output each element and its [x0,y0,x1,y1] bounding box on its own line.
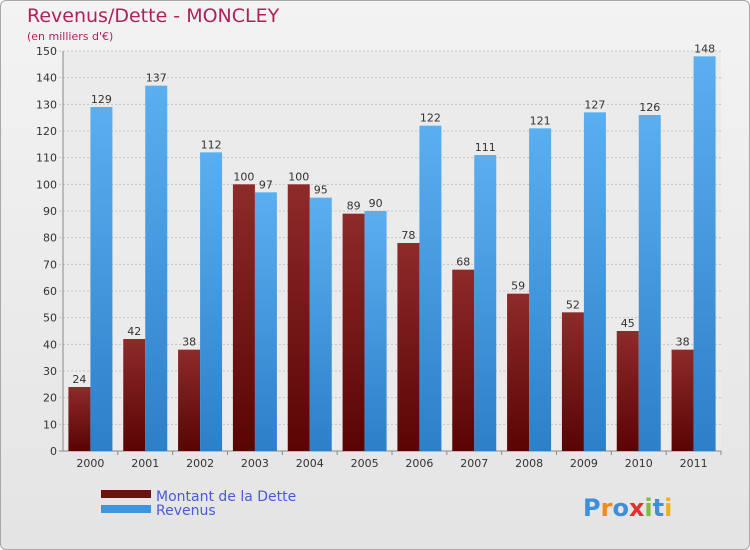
x-tick-label: 2001 [131,457,159,470]
plot-area [63,51,721,451]
data-label-revenue: 129 [91,93,112,106]
y-tick-label: 130 [36,98,57,111]
y-tick-label: 150 [36,45,57,58]
data-label-debt: 68 [456,256,470,269]
x-tick-label: 2004 [296,457,324,470]
bar-revenue [583,112,606,451]
y-tick-label: 50 [43,312,57,325]
y-tick-label: 140 [36,72,57,85]
data-label-revenue: 97 [259,178,273,191]
bar-revenue [529,128,552,451]
y-tick-label: 0 [50,445,57,458]
data-label-debt: 100 [233,170,254,183]
data-label-revenue: 90 [369,197,383,210]
bar-revenue [90,107,113,451]
y-tick-label: 120 [36,125,57,138]
data-label-debt: 52 [566,298,580,311]
y-tick-label: 110 [36,152,57,165]
bar-revenue [364,211,387,451]
data-label-debt: 59 [511,280,525,293]
chart-title: Revenus/Dette - MONCLEY [27,5,280,27]
x-tick-label: 2008 [515,457,543,470]
y-tick-label: 80 [43,232,57,245]
bar-revenue [200,152,223,452]
x-tick-label: 2003 [241,457,269,470]
data-label-debt: 24 [72,373,86,386]
data-label-debt: 38 [182,336,196,349]
legend: Montant de la Dette Revenus [101,489,296,519]
bar-debt [178,349,201,451]
bar-debt [342,213,365,451]
bar-debt [616,331,639,451]
x-tick-label: 2005 [351,457,379,470]
bar-debt [68,387,91,451]
bar-debt [452,269,475,451]
legend-swatch-debt [101,490,151,498]
data-label-revenue: 148 [694,42,715,55]
legend-swatch-revenue [101,505,151,513]
x-tick-label: 2009 [570,457,598,470]
data-label-revenue: 95 [314,184,328,197]
bar-revenue [638,115,661,451]
y-tick-label: 30 [43,365,57,378]
bar-revenue [419,125,442,452]
proxiti-logo: Proxiti [583,494,672,522]
data-label-debt: 45 [621,317,635,330]
data-label-revenue: 121 [530,114,551,127]
legend-label-debt: Montant de la Dette [156,489,296,505]
data-label-debt: 78 [401,229,415,242]
bars [68,56,716,452]
y-tick-label: 60 [43,285,57,298]
legend-label-revenue: Revenus [156,503,216,519]
data-label-debt: 89 [347,200,361,213]
bar-debt [287,184,310,452]
bar-revenue [693,56,716,451]
bar-debt [507,293,530,451]
x-tick-label: 2000 [76,457,104,470]
x-tick-label: 2010 [625,457,653,470]
data-label-revenue: 111 [475,141,496,154]
bar-debt [561,312,584,451]
bar-revenue [474,155,497,451]
chart-subtitle: (en milliers d'€) [27,30,114,43]
data-label-revenue: 112 [201,138,222,151]
bar-revenue [309,197,332,451]
y-tick-label: 100 [36,178,57,191]
data-label-revenue: 126 [639,101,660,114]
bar-revenue [254,192,277,452]
y-tick-label: 40 [43,338,57,351]
x-tick-label: 2006 [405,457,433,470]
x-tick-label: 2002 [186,457,214,470]
y-tick-label: 10 [43,418,57,431]
data-label-revenue: 127 [584,98,605,111]
bar-debt [397,243,420,451]
bar-debt [671,349,694,451]
bar-debt [232,184,255,452]
labels: 0 10 20 30 40 50 60 70 80 90 100 110 120 130 140 150 24 1… [36,42,715,470]
x-tick-label: 2011 [680,457,708,470]
grid-lines [59,50,722,455]
y-tick-label: 20 [43,392,57,405]
x-tick-label: 2007 [460,457,488,470]
data-label-debt: 38 [676,336,690,349]
data-label-revenue: 122 [420,112,441,125]
y-tick-label: 90 [43,205,57,218]
data-label-debt: 42 [127,325,141,338]
logo-text: Proxiti [583,494,672,522]
y-tick-label: 70 [43,258,57,271]
bar-revenue [145,85,168,452]
data-label-revenue: 137 [146,72,167,85]
bar-debt [123,339,146,451]
data-label-debt: 100 [288,170,309,183]
